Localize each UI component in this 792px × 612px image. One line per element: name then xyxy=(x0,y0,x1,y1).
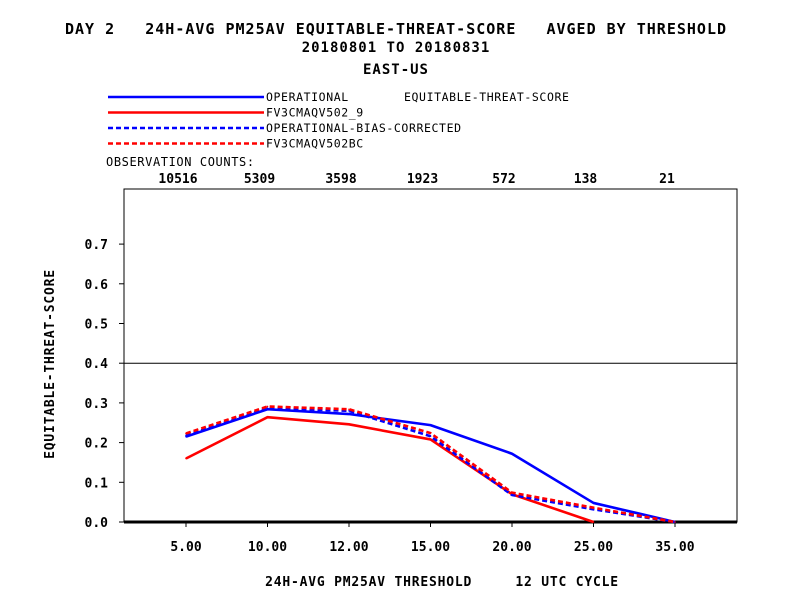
data-point xyxy=(185,434,187,437)
observation-count: 1923 xyxy=(407,172,438,187)
data-point xyxy=(592,502,595,504)
data-point xyxy=(674,521,676,523)
x-tick-label: 20.00 xyxy=(492,540,531,555)
data-point xyxy=(185,432,187,435)
y-axis-label: EQUITABLE-THREAT-SCORE xyxy=(43,269,58,459)
data-point xyxy=(266,405,269,408)
data-point xyxy=(592,506,595,509)
legend: OPERATIONAL FV3CMAQV502_9OPERATIONAL-BIAS… xyxy=(108,90,570,151)
y-tick-label: 0.0 xyxy=(85,516,109,531)
x-axis-label: 24H-AVG PM25AV THRESHOLD 12 UTC CYCLE xyxy=(265,575,619,590)
y-tick-label: 0.4 xyxy=(85,357,109,372)
chart-title-line1: DAY 2 24H-AVG PM25AV EQUITABLE-THREAT-SC… xyxy=(64,20,728,38)
x-tick-label: 15.00 xyxy=(411,540,450,555)
plot-frame xyxy=(123,188,738,523)
data-point xyxy=(592,521,595,523)
x-tick-label: 5.00 xyxy=(170,540,201,555)
y-tick-label: 0.3 xyxy=(85,397,108,412)
observation-count: 10516 xyxy=(158,172,197,187)
data-point xyxy=(429,424,432,426)
y-tick-label: 0.5 xyxy=(85,318,108,333)
data-point xyxy=(348,413,350,415)
data-point xyxy=(348,408,350,411)
legend-entry-label: OPERATIONAL xyxy=(266,90,349,104)
series-lines xyxy=(185,405,676,524)
legend-metric-label: EQUITABLE-THREAT-SCORE xyxy=(404,90,570,104)
data-point xyxy=(348,423,350,426)
chart-title-region: EAST-US xyxy=(362,62,429,78)
data-point xyxy=(266,416,269,418)
x-axis: 5.00 10.00 12.00 15.00 20.00 25.00 35.00 xyxy=(124,520,737,555)
series-line-operational xyxy=(185,407,676,524)
observation-counts: 10516 5309 3598 1923 572 138 21 xyxy=(158,172,675,187)
chart-title-date-range: 20180801 TO 20180831 xyxy=(301,40,491,56)
data-point xyxy=(266,408,269,411)
observation-count: 572 xyxy=(492,172,515,187)
data-point xyxy=(429,438,432,441)
y-tick-label: 0.1 xyxy=(85,476,109,491)
data-point xyxy=(429,435,432,438)
x-tick-label: 25.00 xyxy=(574,540,613,555)
legend-entry-label: FV3CMAQV502BC xyxy=(266,137,364,151)
data-point xyxy=(185,457,187,460)
y-tick-label: 0.6 xyxy=(85,278,109,293)
observation-count: 138 xyxy=(574,172,598,187)
x-tick-label: 35.00 xyxy=(655,540,694,555)
data-point xyxy=(266,407,269,409)
y-tick-label: 0.2 xyxy=(85,437,108,452)
x-tick-label: 12.00 xyxy=(329,540,368,555)
x-tick-label: 10.00 xyxy=(248,540,287,555)
observation-count: 3598 xyxy=(325,172,356,187)
legend-entry-label: OPERATIONAL-BIAS-CORRECTED xyxy=(266,121,462,135)
data-point xyxy=(511,491,513,494)
data-point xyxy=(511,494,513,496)
data-point xyxy=(429,432,432,434)
observation-count: 5309 xyxy=(244,172,275,187)
data-point xyxy=(511,452,513,455)
y-axis: 0.0 0.1 0.2 0.3 0.4 0.5 0.6 0.7 xyxy=(85,238,124,531)
observation-counts-label: OBSERVATION COUNTS: xyxy=(106,155,255,169)
y-tick-label: 0.7 xyxy=(85,238,108,253)
observation-count: 21 xyxy=(659,172,675,187)
series-line-fv3cmaqv502_9 xyxy=(185,415,594,524)
legend-entry-label: FV3CMAQV502_9 xyxy=(266,106,364,120)
